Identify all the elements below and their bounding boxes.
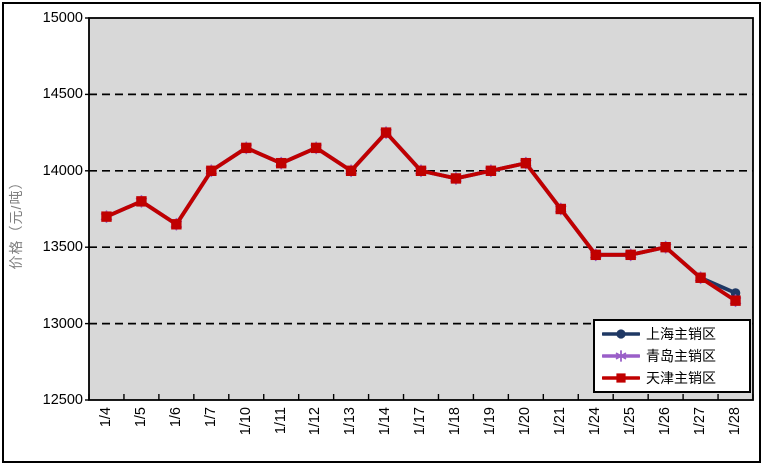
square-marker-icon: [730, 295, 741, 306]
square-marker-icon: [590, 249, 601, 261]
x-tick-label: 1/24: [587, 407, 604, 436]
x-tick-label: 1/12: [307, 407, 324, 436]
x-tick-label: 1/21: [552, 407, 569, 436]
x-tick-label: 1/6: [167, 407, 184, 428]
legend-label-tianjin: 天津主销区: [646, 370, 716, 386]
legend-label-shanghai: 上海主销区: [646, 326, 716, 342]
x-tick-label: 1/10: [237, 407, 254, 436]
x-tick-label: 1/13: [342, 407, 359, 436]
x-tick-label: 1/18: [447, 407, 464, 436]
square-marker-icon: [101, 211, 112, 222]
y-tick-label: 14500: [42, 86, 83, 103]
square-marker-icon: [450, 173, 462, 184]
legend-item-qingdao: 青岛主销区: [602, 346, 747, 366]
x-tick-label: 1/27: [692, 407, 709, 436]
y-axis-title: 价格（元/吨）: [8, 174, 24, 270]
x-tick-label: 1/4: [97, 407, 114, 428]
square-marker-icon: [345, 165, 357, 176]
plot-border: [88, 17, 754, 401]
square-marker-icon: [276, 157, 287, 169]
x-tick-label: 1/7: [202, 407, 219, 428]
shanghai-line-sample-icon: [602, 329, 640, 339]
legend: 上海主销区 青岛主销区 天津主销区: [593, 319, 751, 393]
square-marker-icon: [206, 165, 217, 176]
y-tick-label: 13000: [42, 315, 83, 332]
y-tick-label: 14000: [42, 162, 83, 179]
x-tick-label: 1/11: [272, 407, 289, 435]
square-marker-icon: [485, 165, 497, 176]
square-marker-icon: [241, 142, 252, 154]
x-tick-label: 1/14: [377, 407, 394, 436]
square-marker-icon: [415, 165, 427, 176]
x-tick-label: 1/17: [412, 407, 429, 436]
y-tick-label: 15000: [42, 10, 83, 26]
asterisk-marker-icon: [615, 350, 627, 362]
y-tick-label: 12500: [42, 392, 83, 408]
square-marker-icon: [555, 203, 566, 215]
series-2: [101, 127, 741, 306]
legend-item-shanghai: 上海主销区: [602, 324, 747, 344]
x-tick-label: 1/5: [132, 407, 149, 428]
x-tick-label: 1/19: [482, 407, 499, 436]
square-marker-icon: [171, 219, 182, 230]
square-marker-icon: [660, 242, 671, 253]
y-tick-label: 13500: [42, 239, 83, 256]
legend-item-tianjin: 天津主销区: [602, 368, 747, 388]
x-tick-label: 1/28: [727, 407, 744, 436]
qingdao-line-sample-icon: [602, 350, 640, 362]
legend-label-qingdao: 青岛主销区: [646, 348, 716, 364]
circle-marker-icon: [730, 288, 741, 298]
x-tick-label: 1/25: [622, 407, 639, 436]
x-tick-label: 1/26: [657, 407, 674, 436]
square-marker-icon: [520, 157, 532, 169]
square-marker-icon: [616, 373, 626, 383]
square-marker-icon: [136, 196, 147, 207]
square-marker-icon: [380, 127, 392, 138]
square-marker-icon: [625, 249, 636, 261]
tianjin-line-sample-icon: [602, 373, 640, 383]
x-tick-label: 1/20: [517, 407, 534, 436]
circle-marker-icon: [616, 329, 626, 339]
square-marker-icon: [695, 272, 706, 283]
square-marker-icon: [310, 142, 322, 154]
